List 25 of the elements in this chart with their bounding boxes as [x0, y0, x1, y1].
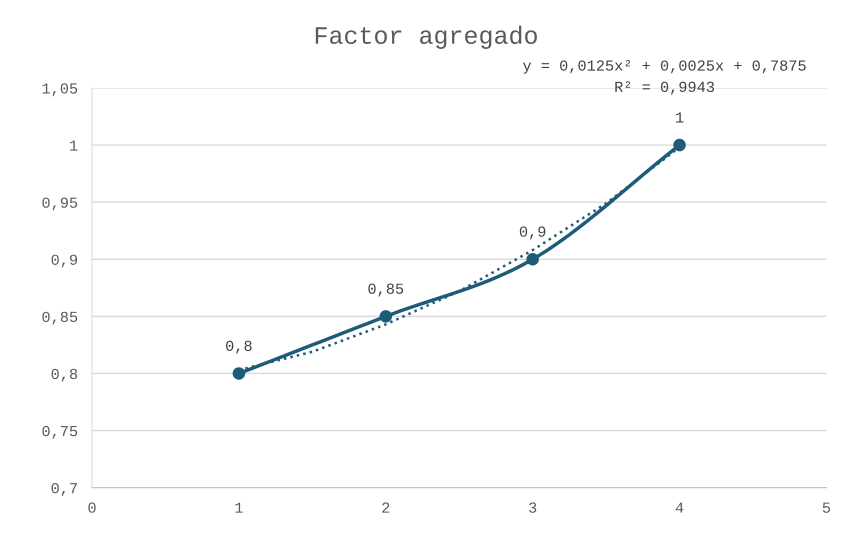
x-tick-label: 2 — [382, 502, 390, 513]
x-tick-label: 5 — [822, 502, 830, 513]
y-tick-label: 0,7 — [52, 483, 77, 496]
y-tick-label: 0,9 — [52, 254, 78, 268]
y-tick-label: 0,8 — [52, 368, 78, 382]
data-label: 1 — [676, 112, 684, 122]
text: y = 0,0125x² + 0,0025x + 0,7875 — [522, 60, 806, 74]
x-tick-label: 3 — [529, 502, 536, 513]
chart-title: Factor agregado — [316, 26, 537, 49]
y-tick-label: 0,95 — [42, 197, 78, 210]
y-tick-label: 0,75 — [42, 426, 78, 439]
data-label: 0,8 — [226, 340, 252, 354]
point — [380, 310, 392, 323]
x-tick-label: 0 — [88, 502, 96, 513]
data-label: 0,85 — [368, 284, 404, 296]
data-label: 0,9 — [520, 226, 546, 240]
y-tick-label: 1 — [70, 140, 78, 151]
y-tick-label: 0,85 — [42, 312, 78, 325]
point — [232, 367, 246, 380]
y-tick-label: 1,05 — [42, 83, 78, 96]
point — [526, 253, 539, 266]
point — [673, 138, 686, 152]
x-tick-label: 1 — [235, 502, 243, 513]
x-tick-label: 4 — [676, 502, 684, 513]
annotation: R² = 0,9943 — [615, 81, 714, 95]
